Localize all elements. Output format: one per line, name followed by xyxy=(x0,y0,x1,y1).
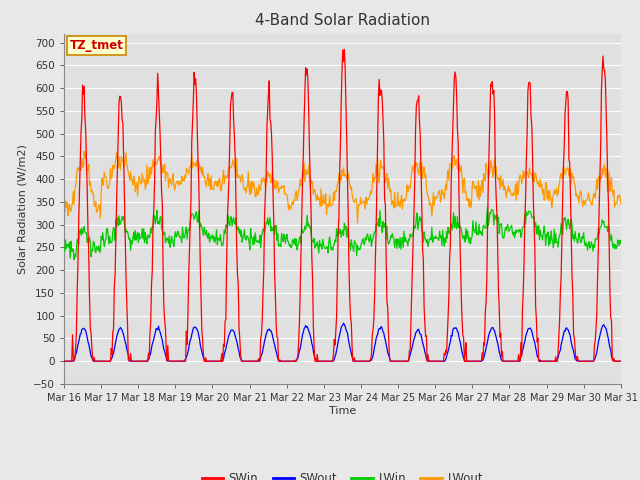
X-axis label: Time: Time xyxy=(329,406,356,416)
Title: 4-Band Solar Radiation: 4-Band Solar Radiation xyxy=(255,13,430,28)
Text: TZ_tmet: TZ_tmet xyxy=(70,39,124,52)
Legend: SWin, SWout, LWin, LWout: SWin, SWout, LWin, LWout xyxy=(197,467,488,480)
Y-axis label: Solar Radiation (W/m2): Solar Radiation (W/m2) xyxy=(17,144,28,274)
